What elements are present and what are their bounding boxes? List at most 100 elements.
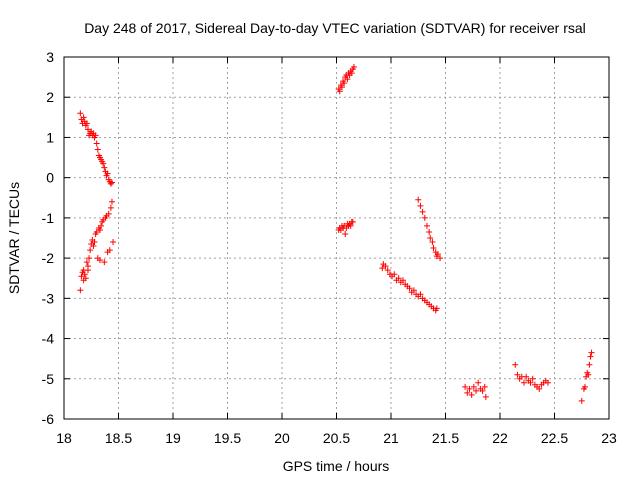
data-point-marker (417, 202, 424, 209)
data-point-marker (348, 70, 355, 77)
data-point-marker (92, 132, 99, 139)
data-point-marker (434, 251, 441, 258)
tick-labels: 18 18.5 19 19.5 20 20.5 21 21.5 22 22.5 23-6-5-4-3… (42, 49, 617, 446)
data-point-marker (107, 180, 114, 187)
data-point-marker (93, 140, 100, 147)
data-point-marker (523, 373, 530, 380)
data-point-marker (470, 383, 477, 390)
data-point-marker (101, 259, 108, 266)
data-point-marker (529, 375, 536, 382)
data-point-marker (336, 88, 343, 95)
data-point-marker (379, 265, 386, 272)
data-point-marker (462, 383, 469, 390)
y-tick-label: -4 (42, 331, 55, 347)
data-point-marker (344, 76, 351, 83)
series-segment-2-upper (335, 64, 357, 95)
data-point-marker (475, 379, 482, 386)
data-point-marker (399, 277, 406, 284)
data-point-marker (96, 226, 103, 233)
x-tick-label: 19 (165, 430, 181, 446)
series-segment-5 (512, 361, 551, 392)
y-tick-label: 2 (46, 89, 54, 105)
data-point-marker (437, 255, 444, 262)
data-point-marker (108, 198, 115, 205)
data-point-marker (520, 379, 527, 386)
data-point-marker (482, 393, 489, 400)
data-point-marker (84, 126, 91, 133)
x-tick-label: 22.5 (541, 430, 568, 446)
data-point-marker (421, 214, 428, 221)
y-axis-label: SDTVAR / TECUs (6, 182, 22, 294)
data-point-marker (586, 361, 593, 368)
data-point-marker (106, 247, 113, 254)
data-point-marker (96, 257, 103, 264)
y-tick-label: -6 (42, 411, 55, 427)
data-point-marker (415, 196, 422, 203)
data-point-marker (430, 245, 437, 252)
data-point-marker (433, 305, 440, 312)
data-point-marker (466, 385, 473, 392)
data-point-marker (406, 285, 413, 292)
series-segment-2-lower (335, 218, 356, 237)
data-point-marker (80, 277, 87, 284)
series-segment-6 (578, 349, 595, 404)
y-tick-label: -2 (42, 250, 55, 266)
data-point-marker (464, 389, 471, 396)
data-point-marker (473, 387, 480, 394)
data-point-marker (468, 391, 475, 398)
data-point-marker (84, 267, 91, 274)
data-point-marker (512, 361, 519, 368)
series-segment-4 (462, 379, 489, 400)
data-point-marker (78, 273, 85, 280)
y-tick-label: 0 (46, 170, 54, 186)
data-point-marker (350, 64, 357, 71)
data-point-marker (91, 239, 98, 246)
data-point-marker (90, 243, 97, 250)
data-point-marker (410, 287, 417, 294)
data-point-marker (423, 222, 430, 229)
data-point-marker (86, 255, 93, 262)
data-point-marker (341, 80, 348, 87)
data-point-marker (342, 230, 349, 237)
data-points (77, 64, 595, 404)
data-point-marker (110, 239, 117, 246)
data-point-marker (395, 275, 402, 282)
data-point-marker (80, 114, 87, 121)
data-point-marker (588, 349, 595, 356)
data-point-marker (104, 170, 111, 177)
data-point-marker (93, 228, 100, 235)
data-point-marker (338, 84, 345, 91)
x-tick-label: 22 (492, 430, 508, 446)
x-tick-label: 21 (383, 430, 399, 446)
y-tick-label: -3 (42, 290, 55, 306)
data-point-marker (587, 353, 594, 360)
data-point-marker (382, 263, 389, 270)
x-tick-label: 18 (56, 430, 72, 446)
data-point-marker (100, 160, 107, 167)
y-tick-label: 3 (46, 49, 54, 65)
grid (64, 57, 609, 419)
series-segment-3-diagonal (415, 196, 444, 262)
data-point-marker (83, 120, 90, 127)
x-tick-label: 19.5 (214, 430, 241, 446)
data-point-marker (419, 208, 426, 215)
data-point-marker (83, 259, 90, 266)
data-point-marker (108, 179, 115, 186)
x-axis-label: GPS time / hours (283, 458, 390, 474)
x-tick-label: 23 (601, 430, 617, 446)
data-point-marker (105, 210, 112, 217)
data-point-marker (527, 379, 534, 386)
data-point-marker (536, 385, 543, 392)
data-point-marker (544, 379, 551, 386)
plot-frame (63, 56, 610, 420)
data-point-marker (582, 383, 589, 390)
data-point-marker (107, 204, 114, 211)
data-point-marker (427, 235, 434, 241)
data-point-marker (87, 247, 94, 254)
data-point-marker (77, 287, 84, 294)
data-point-marker (77, 110, 84, 117)
y-tick-label: 1 (46, 129, 54, 145)
data-point-marker (426, 228, 433, 235)
data-point-marker (578, 397, 585, 404)
